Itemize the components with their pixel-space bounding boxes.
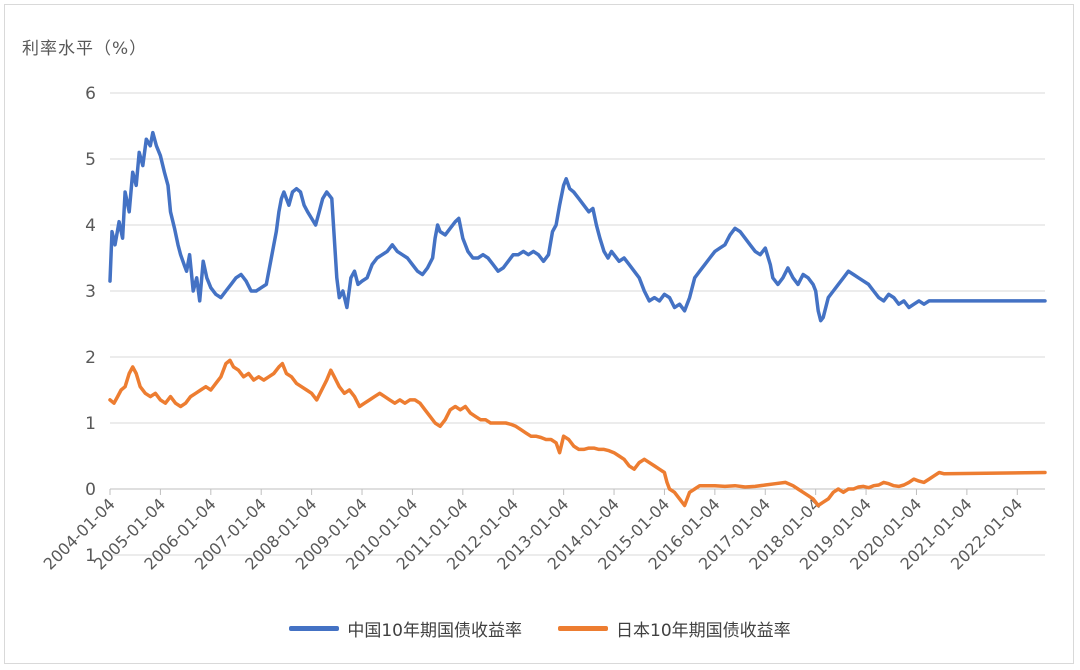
- y-tick-label: 1: [85, 546, 96, 566]
- chart-frame: [4, 4, 1074, 664]
- y-tick-label: 2: [85, 348, 96, 368]
- legend-label-japan: 日本10年期国债收益率: [616, 621, 791, 641]
- series-line-japan: [108, 358, 1047, 508]
- y-tick-label: 6: [85, 84, 96, 104]
- legend-item-china: 中国10年期国债收益率: [289, 616, 522, 641]
- legend: 中国10年期国债收益率 日本10年期国债收益率: [0, 616, 1080, 641]
- legend-swatch-japan: [558, 626, 608, 631]
- y-axis-label: 利率水平（%）: [22, 39, 148, 59]
- y-tick-label: 4: [85, 216, 96, 236]
- legend-label-china: 中国10年期国债收益率: [347, 621, 522, 641]
- y-tick-label: 3: [85, 282, 96, 302]
- y-tick-label: 1: [85, 414, 96, 434]
- legend-item-japan: 日本10年期国债收益率: [558, 616, 791, 641]
- legend-swatch-china: [289, 626, 340, 631]
- series-line-china: [108, 130, 1047, 323]
- y-tick-label: 5: [85, 150, 96, 170]
- y-tick-label: 0: [85, 480, 96, 500]
